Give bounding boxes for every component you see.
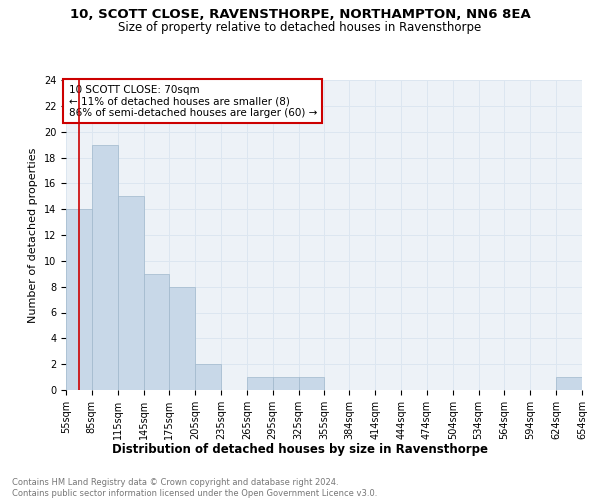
Bar	[195, 364, 221, 390]
Text: Size of property relative to detached houses in Ravensthorpe: Size of property relative to detached ho…	[118, 21, 482, 34]
Text: 10, SCOTT CLOSE, RAVENSTHORPE, NORTHAMPTON, NN6 8EA: 10, SCOTT CLOSE, RAVENSTHORPE, NORTHAMPT…	[70, 8, 530, 20]
Y-axis label: Number of detached properties: Number of detached properties	[28, 148, 38, 322]
Bar	[143, 274, 169, 390]
Bar	[118, 196, 143, 390]
Text: 10 SCOTT CLOSE: 70sqm
← 11% of detached houses are smaller (8)
86% of semi-detac: 10 SCOTT CLOSE: 70sqm ← 11% of detached …	[68, 84, 317, 118]
Bar	[273, 377, 299, 390]
Bar	[556, 377, 582, 390]
Bar	[92, 144, 118, 390]
Text: Distribution of detached houses by size in Ravensthorpe: Distribution of detached houses by size …	[112, 442, 488, 456]
Bar	[299, 377, 325, 390]
Bar	[247, 377, 273, 390]
Bar	[169, 286, 195, 390]
Bar	[66, 209, 92, 390]
Text: Contains HM Land Registry data © Crown copyright and database right 2024.
Contai: Contains HM Land Registry data © Crown c…	[12, 478, 377, 498]
